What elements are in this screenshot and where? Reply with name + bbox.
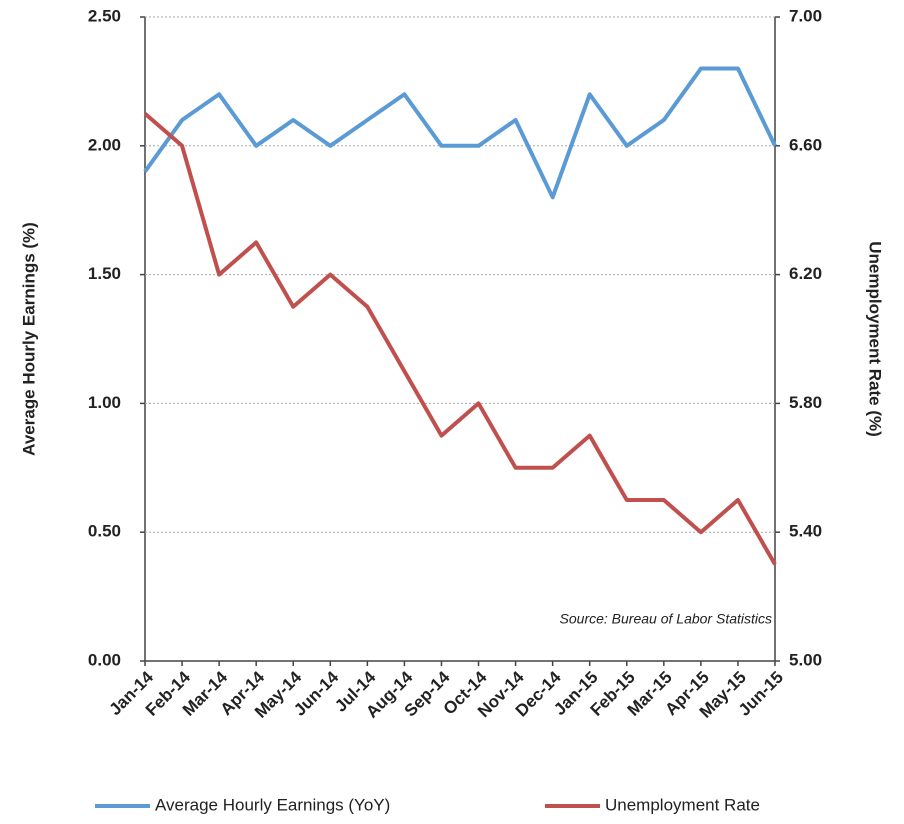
y-axis-title: Average Hourly Earnings (%) [19,222,38,456]
y2-tick-label: 5.40 [789,522,822,541]
y-tick-label: 2.50 [88,6,121,25]
legend-label: Unemployment Rate [605,795,760,814]
annotation: Source: Bureau of Labor Statistics [560,611,772,627]
series-line [143,112,777,566]
y2-axis-title: Unemployment Rate (%) [866,241,885,437]
y2-tick-label: 6.60 [789,135,822,154]
y-tick-label: 2.00 [88,135,121,154]
y2-tick-label: 5.80 [789,393,822,412]
y-tick-label: 0.00 [88,650,121,669]
y2-tick-label: 6.20 [789,264,822,283]
y2-tick-label: 7.00 [789,6,822,25]
y2-tick-label: 5.00 [789,650,822,669]
series-line [143,66,777,200]
y-tick-label: 1.00 [88,393,121,412]
legend-label: Average Hourly Earnings (YoY) [155,795,390,814]
y-tick-label: 0.50 [88,522,121,541]
y-tick-label: 1.50 [88,264,121,283]
